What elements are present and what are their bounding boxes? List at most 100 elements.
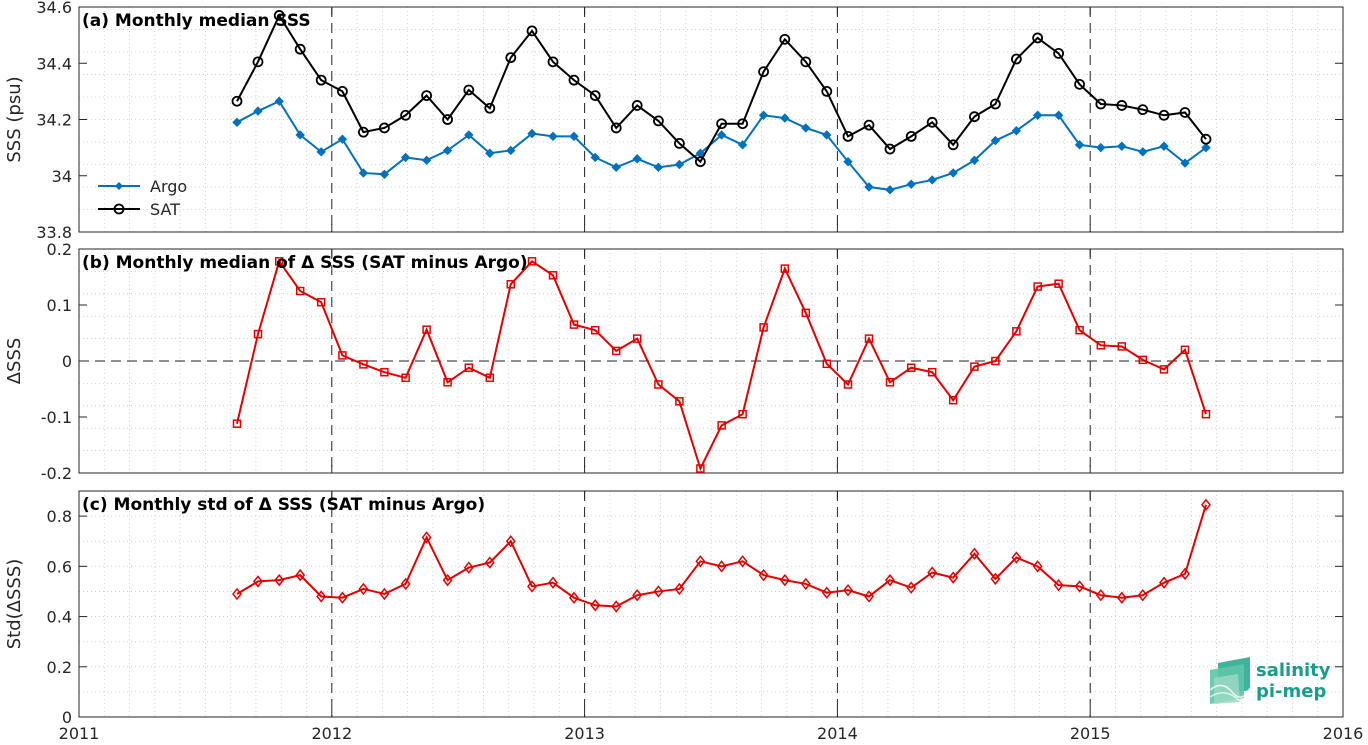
data-point [232, 419, 242, 428]
data-point [863, 119, 875, 131]
data-point [990, 135, 1001, 146]
y-tick-label: -0.2 [41, 464, 72, 483]
y-axis-label: ΔSSS [4, 338, 25, 385]
data-point [611, 346, 621, 356]
data-point [864, 334, 874, 343]
panel-a-monthly-median-sss: 33.8 34 34.2 34.4 34.6 SSS (psu) (a) Monthly m… [4, 0, 1344, 242]
x-tick-label: 2015 [1070, 724, 1111, 743]
data-point [295, 568, 306, 582]
data-point [990, 572, 1001, 586]
logo-emblem-icon [1209, 657, 1251, 704]
data-point [1010, 53, 1022, 65]
y-tick-label: 0.4 [47, 608, 72, 627]
logo-line1: salinity [1256, 660, 1331, 681]
legend-label: Argo [150, 177, 187, 196]
data-point [505, 52, 517, 64]
data-point [1011, 126, 1022, 136]
x-tick-label: 2012 [311, 724, 352, 743]
legend-marker [113, 203, 125, 215]
data-point [338, 351, 347, 360]
data-point [1053, 578, 1064, 592]
data-point [1096, 142, 1106, 153]
data-point [1054, 279, 1063, 288]
data-point [843, 380, 853, 389]
data-point [295, 130, 305, 140]
data-point [379, 169, 390, 180]
data-point [780, 113, 790, 123]
data-point [232, 117, 242, 128]
data-point [273, 10, 285, 21]
data-point [358, 168, 369, 178]
y-axis-label: SSS (psu) [4, 76, 25, 162]
data-point [1117, 342, 1127, 351]
data-point [1137, 589, 1148, 602]
data-point [505, 535, 516, 548]
data-point [610, 122, 622, 134]
y-tick-label: 0 [62, 352, 72, 371]
data-point [359, 360, 368, 369]
data-point [1201, 142, 1211, 153]
data-point [527, 580, 537, 593]
data-point [717, 421, 726, 430]
data-point [337, 134, 348, 144]
data-point [422, 325, 431, 334]
data-point [675, 397, 684, 406]
data-point [906, 581, 917, 594]
panel-title: (a) Monthly median SSS [82, 11, 311, 31]
data-point [716, 560, 727, 573]
data-point [274, 257, 284, 266]
data-point [1074, 78, 1085, 90]
series-line [236, 504, 1207, 608]
data-point [506, 280, 516, 289]
y-tick-label: 0.8 [47, 507, 72, 526]
panel-title: (c) Monthly std of Δ SSS (SAT minus Argo… [82, 495, 485, 515]
data-point [927, 367, 937, 377]
data-point [1201, 409, 1211, 419]
data-point [843, 156, 853, 167]
y-tick-label: 0.6 [47, 557, 72, 576]
data-point [991, 356, 1000, 366]
data-point [653, 585, 664, 598]
data-point [548, 131, 558, 142]
panel-title: (b) Monthly median of Δ SSS (SAT minus A… [82, 253, 528, 273]
data-point [822, 359, 832, 369]
data-point [905, 130, 917, 142]
data-point [274, 573, 285, 587]
data-point [463, 84, 475, 96]
data-point [1159, 365, 1169, 374]
data-point [695, 555, 706, 568]
data-point [696, 464, 705, 473]
data-point [485, 148, 495, 158]
data-point [885, 378, 895, 387]
x-tick-label: 2011 [59, 724, 100, 743]
y-tick-label: 0 [62, 708, 72, 727]
data-point [316, 590, 327, 603]
data-point [1159, 576, 1169, 589]
data-point [379, 587, 390, 601]
data-point [442, 145, 453, 156]
data-point [485, 373, 495, 383]
data-point [380, 367, 389, 377]
logo-line2: pi-mep [1256, 681, 1326, 702]
data-point [421, 531, 432, 544]
data-point [821, 586, 832, 599]
data-point [421, 155, 432, 165]
data-point [758, 568, 769, 582]
data-point [1011, 551, 1022, 564]
data-point [337, 591, 348, 604]
data-point [401, 373, 410, 383]
data-point [779, 573, 790, 587]
minor-grid [79, 7, 1343, 232]
data-point [632, 154, 642, 164]
data-point [653, 115, 664, 127]
data-point [737, 118, 748, 130]
data-point [484, 556, 495, 569]
data-point [231, 95, 243, 107]
data-point [464, 130, 474, 140]
data-point [1201, 498, 1211, 512]
data-point [1180, 567, 1190, 581]
data-point [1138, 355, 1148, 365]
data-point [1095, 589, 1106, 602]
data-point [1180, 158, 1190, 168]
